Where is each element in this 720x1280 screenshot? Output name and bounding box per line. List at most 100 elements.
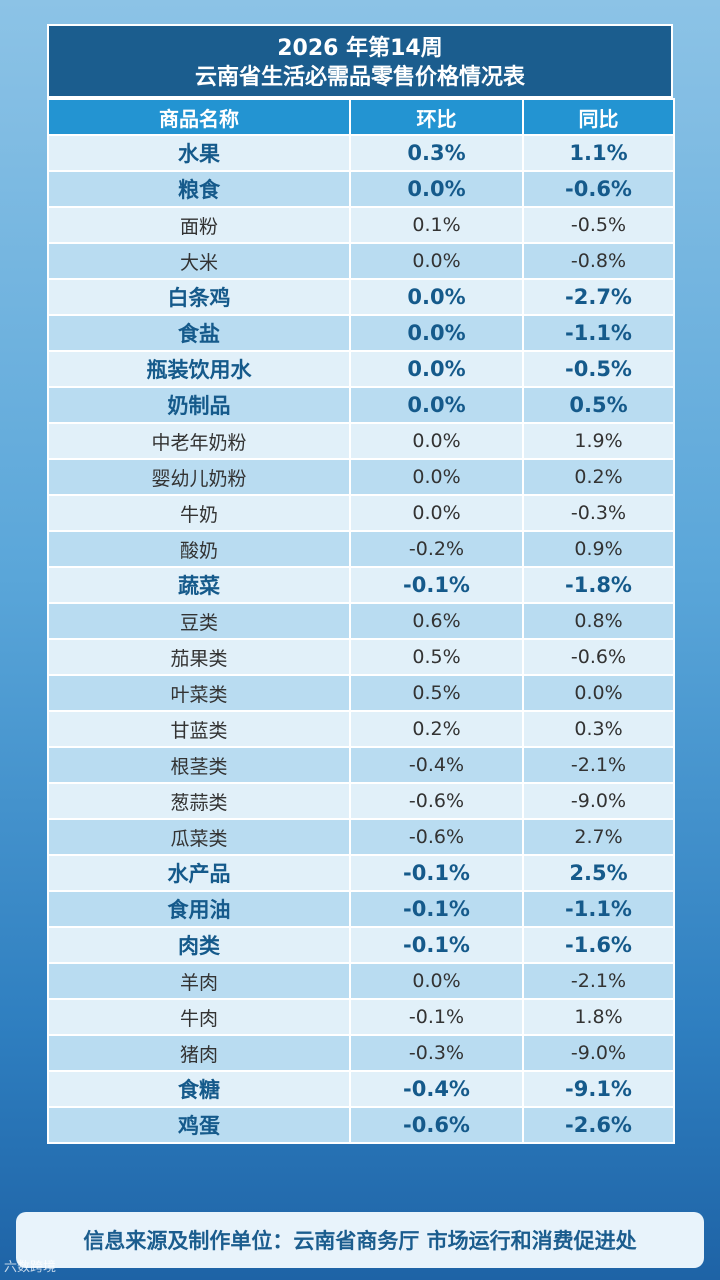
cell-item-name: 水果 xyxy=(47,134,351,172)
title-line-2: 云南省生活必需品零售价格情况表 xyxy=(194,65,525,90)
cell-item-name: 酸奶 xyxy=(47,530,351,568)
cell-item-name: 叶菜类 xyxy=(47,674,351,712)
table-row: 鸡蛋 -0.6% -2.6% xyxy=(47,1106,675,1144)
price-table-card: 2026 年第14周 云南省生活必需品零售价格情况表 商品名称 环比 同比 水果… xyxy=(47,24,675,1144)
table-row: 肉类 -0.1% -1.6% xyxy=(47,926,675,964)
table-header-row: 商品名称 环比 同比 xyxy=(47,98,675,136)
cell-yoy: 0.2% xyxy=(522,458,675,496)
cell-yoy: -1.1% xyxy=(522,314,675,352)
cell-yoy: 2.5% xyxy=(522,854,675,892)
cell-mom: -0.2% xyxy=(349,530,524,568)
cell-yoy: 0.8% xyxy=(522,602,675,640)
cell-mom: 0.1% xyxy=(349,206,524,244)
cell-yoy: -0.6% xyxy=(522,170,675,208)
cell-yoy: -0.5% xyxy=(522,206,675,244)
table-title: 2026 年第14周 云南省生活必需品零售价格情况表 xyxy=(47,24,673,98)
cell-mom: -0.1% xyxy=(349,854,524,892)
cell-mom: 0.0% xyxy=(349,962,524,1000)
cell-yoy: 0.9% xyxy=(522,530,675,568)
table-row: 羊肉 0.0% -2.1% xyxy=(47,962,675,1000)
watermark-logo: 六数跨境 xyxy=(4,1260,57,1275)
cell-mom: -0.6% xyxy=(349,782,524,820)
cell-item-name: 猪肉 xyxy=(47,1034,351,1072)
table-row: 食糖 -0.4% -9.1% xyxy=(47,1070,675,1108)
cell-yoy: 1.8% xyxy=(522,998,675,1036)
cell-mom: -0.3% xyxy=(349,1034,524,1072)
cell-mom: 0.0% xyxy=(349,278,524,316)
cell-item-name: 甘蓝类 xyxy=(47,710,351,748)
cell-item-name: 瓜菜类 xyxy=(47,818,351,856)
cell-item-name: 牛肉 xyxy=(47,998,351,1036)
table-row: 茄果类 0.5% -0.6% xyxy=(47,638,675,676)
cell-yoy: 0.5% xyxy=(522,386,675,424)
cell-mom: 0.0% xyxy=(349,314,524,352)
cell-item-name: 白条鸡 xyxy=(47,278,351,316)
header-item-name: 商品名称 xyxy=(47,98,351,136)
table-row: 根茎类 -0.4% -2.1% xyxy=(47,746,675,784)
cell-yoy: -0.5% xyxy=(522,350,675,388)
header-mom: 环比 xyxy=(349,98,524,136)
cell-item-name: 肉类 xyxy=(47,926,351,964)
cell-mom: 0.2% xyxy=(349,710,524,748)
cell-mom: 0.6% xyxy=(349,602,524,640)
cell-yoy: -1.8% xyxy=(522,566,675,604)
table-row: 葱蒜类 -0.6% -9.0% xyxy=(47,782,675,820)
cell-yoy: -9.0% xyxy=(522,1034,675,1072)
table-row: 瓜菜类 -0.6% 2.7% xyxy=(47,818,675,856)
cell-item-name: 粮食 xyxy=(47,170,351,208)
cell-item-name: 豆类 xyxy=(47,602,351,640)
source-text: 信息来源及制作单位：云南省商务厅 市场运行和消费促进处 xyxy=(83,1229,637,1253)
table-row: 婴幼儿奶粉 0.0% 0.2% xyxy=(47,458,675,496)
cell-yoy: 0.0% xyxy=(522,674,675,712)
cell-mom: -0.1% xyxy=(349,926,524,964)
table-row: 瓶装饮用水 0.0% -0.5% xyxy=(47,350,675,388)
cell-item-name: 葱蒜类 xyxy=(47,782,351,820)
source-footer: 信息来源及制作单位：云南省商务厅 市场运行和消费促进处 xyxy=(16,1212,704,1268)
cell-mom: 0.0% xyxy=(349,422,524,460)
price-table: 商品名称 环比 同比 水果 0.3% 1.1% 粮食 0.0% -0.6% 面粉 0.1% -0… xyxy=(47,98,675,1144)
cell-mom: 0.5% xyxy=(349,674,524,712)
table-row: 奶制品 0.0% 0.5% xyxy=(47,386,675,424)
cell-item-name: 奶制品 xyxy=(47,386,351,424)
cell-mom: 0.0% xyxy=(349,350,524,388)
cell-item-name: 瓶装饮用水 xyxy=(47,350,351,388)
cell-yoy: 1.1% xyxy=(522,134,675,172)
cell-item-name: 食盐 xyxy=(47,314,351,352)
table-body: 水果 0.3% 1.1% 粮食 0.0% -0.6% 面粉 0.1% -0.5% 大米 0.0% -0… xyxy=(47,134,675,1144)
cell-item-name: 大米 xyxy=(47,242,351,280)
cell-mom: -0.1% xyxy=(349,890,524,928)
cell-item-name: 婴幼儿奶粉 xyxy=(47,458,351,496)
cell-mom: 0.5% xyxy=(349,638,524,676)
table-row: 水果 0.3% 1.1% xyxy=(47,134,675,172)
cell-item-name: 食糖 xyxy=(47,1070,351,1108)
cell-mom: -0.6% xyxy=(349,818,524,856)
header-yoy: 同比 xyxy=(522,98,675,136)
cell-mom: 0.0% xyxy=(349,494,524,532)
table-row: 大米 0.0% -0.8% xyxy=(47,242,675,280)
cell-yoy: 0.3% xyxy=(522,710,675,748)
cell-item-name: 羊肉 xyxy=(47,962,351,1000)
table-row: 食用油 -0.1% -1.1% xyxy=(47,890,675,928)
cell-item-name: 鸡蛋 xyxy=(47,1106,351,1144)
cell-item-name: 食用油 xyxy=(47,890,351,928)
table-row: 酸奶 -0.2% 0.9% xyxy=(47,530,675,568)
table-row: 水产品 -0.1% 2.5% xyxy=(47,854,675,892)
cell-mom: 0.3% xyxy=(349,134,524,172)
cell-item-name: 蔬菜 xyxy=(47,566,351,604)
cell-yoy: -9.1% xyxy=(522,1070,675,1108)
title-line-1: 2026 年第14周 xyxy=(277,36,443,61)
cell-item-name: 中老年奶粉 xyxy=(47,422,351,460)
cell-item-name: 根茎类 xyxy=(47,746,351,784)
table-row: 面粉 0.1% -0.5% xyxy=(47,206,675,244)
cell-yoy: 1.9% xyxy=(522,422,675,460)
cell-mom: -0.1% xyxy=(349,566,524,604)
cell-yoy: -0.6% xyxy=(522,638,675,676)
table-row: 叶菜类 0.5% 0.0% xyxy=(47,674,675,712)
cell-mom: 0.0% xyxy=(349,242,524,280)
cell-yoy: -2.6% xyxy=(522,1106,675,1144)
table-row: 猪肉 -0.3% -9.0% xyxy=(47,1034,675,1072)
cell-mom: 0.0% xyxy=(349,386,524,424)
cell-mom: -0.1% xyxy=(349,998,524,1036)
cell-yoy: -0.3% xyxy=(522,494,675,532)
table-row: 白条鸡 0.0% -2.7% xyxy=(47,278,675,316)
